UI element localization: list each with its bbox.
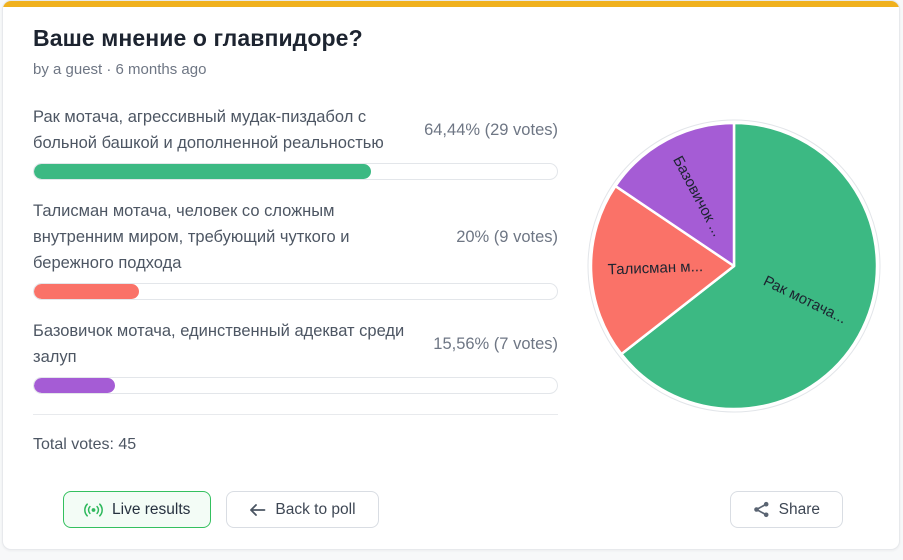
poll-card: Ваше мнение о главпидоре? by a guest · 6…	[2, 0, 900, 550]
poll-option-row: Базовичок мотача, единственный адекват с…	[33, 318, 558, 394]
option-result: 64,44% (29 votes)	[424, 120, 558, 139]
progress-bar-track	[33, 163, 558, 180]
progress-bar-fill	[34, 164, 372, 179]
pie-slice-0[interactable]	[620, 121, 879, 411]
total-votes: Total votes: 45	[33, 436, 137, 453]
live-results-label: Live results	[112, 500, 191, 518]
option-label: Рак мотача, агрессивный мудак-пиздабол с…	[33, 108, 384, 152]
progress-bar-track	[33, 283, 558, 300]
poll-byline: by a guest · 6 months ago	[33, 61, 207, 78]
progress-bar-fill	[34, 284, 139, 299]
progress-bar-track	[33, 377, 558, 394]
back-arrow-icon	[249, 503, 266, 517]
pie-slice-label-1: Талисман м...	[607, 258, 703, 278]
pie-chart: Рак мотача... Талисман м... Базовичок ...	[584, 116, 884, 416]
results-list: Рак мотача, агрессивный мудак-пиздабол с…	[33, 104, 558, 454]
progress-bar-fill	[34, 378, 116, 393]
share-button[interactable]: Share	[729, 491, 843, 528]
footer-actions: Live results Back to poll	[63, 491, 843, 528]
option-label: Базовичок мотача, единственный адекват с…	[33, 322, 405, 366]
share-icon	[753, 501, 770, 518]
live-results-button[interactable]: Live results	[63, 491, 212, 528]
back-to-poll-button[interactable]: Back to poll	[226, 491, 379, 528]
page-title: Ваше мнение о главпидоре?	[33, 25, 363, 51]
divider	[33, 414, 558, 415]
top-accent-bar	[3, 1, 899, 7]
back-to-poll-label: Back to poll	[275, 500, 356, 518]
option-result: 20% (9 votes)	[456, 227, 558, 246]
option-label: Талисман мотача, человек со сложным внут…	[33, 202, 350, 272]
live-broadcast-icon	[84, 502, 103, 518]
share-label: Share	[778, 500, 820, 518]
poll-option-row: Талисман мотача, человек со сложным внут…	[33, 198, 558, 300]
pie-slice-2[interactable]	[614, 121, 736, 268]
option-result: 15,56% (7 votes)	[433, 334, 558, 353]
poll-option-row: Рак мотача, агрессивный мудак-пиздабол с…	[33, 104, 558, 180]
pie-slice-1[interactable]	[589, 184, 736, 356]
